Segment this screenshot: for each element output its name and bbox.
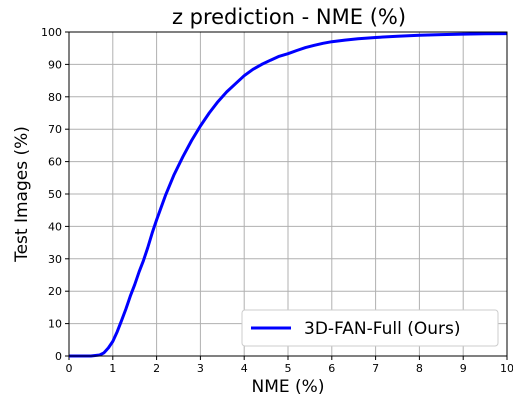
x-tick-label: 9: [460, 362, 467, 375]
y-tick-label: 90: [48, 58, 62, 71]
y-tick-label: 50: [48, 188, 62, 201]
plot-frame: [68, 31, 508, 357]
y-tick-label: 30: [48, 253, 62, 266]
series-line: [69, 32, 508, 358]
x-tick-label: 1: [109, 362, 116, 375]
x-tick-label: 8: [416, 362, 423, 375]
y-tick-label: 100: [41, 26, 62, 39]
y-tick-label: 60: [48, 156, 62, 169]
y-tick-label: 0: [55, 350, 62, 363]
y-tick-label: 80: [48, 91, 62, 104]
x-tick-label: 4: [241, 362, 248, 375]
y-axis-label: Test Images (%): [12, 126, 32, 263]
legend: 3D-FAN-Full (Ours): [241, 309, 499, 347]
y-tick-label: 40: [48, 220, 62, 233]
chart-title: z prediction - NME (%): [172, 5, 406, 29]
x-tick-label: 2: [153, 362, 160, 375]
series-layer: [69, 32, 508, 358]
y-tick-label: 10: [48, 318, 62, 331]
y-tick-label: 70: [48, 123, 62, 136]
x-tick-label: 3: [197, 362, 204, 375]
legend-label: 3D-FAN-Full (Ours): [304, 319, 460, 339]
x-tick-label: 6: [328, 362, 335, 375]
x-tick-label: 10: [500, 362, 513, 375]
y-tick-label: 20: [48, 285, 62, 298]
legend-box: [241, 309, 499, 347]
x-tick-label: 7: [372, 362, 379, 375]
grid-lines: [68, 31, 508, 357]
x-axis-label: NME (%): [252, 377, 325, 397]
x-tick-label: 0: [66, 362, 73, 375]
x-tick-label: 5: [285, 362, 292, 375]
